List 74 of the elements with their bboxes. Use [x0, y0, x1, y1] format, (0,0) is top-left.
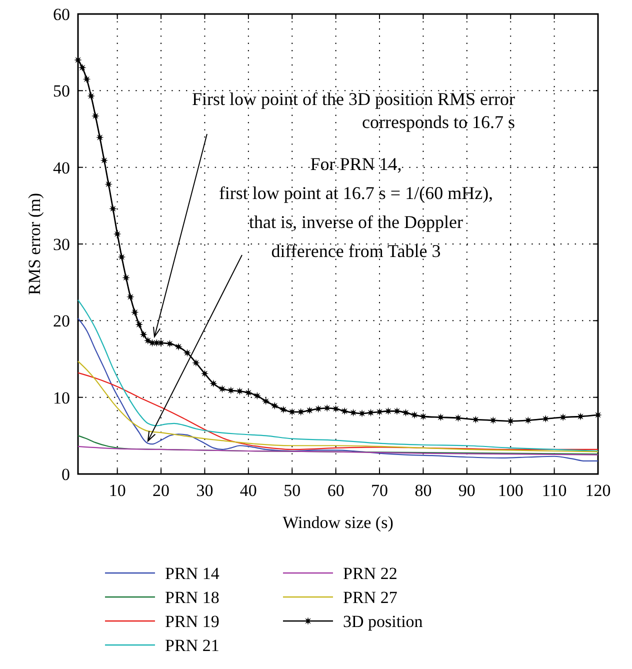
line-series	[77, 318, 599, 462]
point	[118, 253, 126, 262]
point	[91, 112, 100, 120]
y-tick-label: 30	[53, 235, 70, 254]
x-tick-label: 40	[240, 481, 257, 500]
x-tick-label: 30	[196, 481, 214, 500]
point	[262, 397, 270, 406]
line-series	[77, 446, 599, 456]
x-tick-label: 10	[108, 481, 126, 500]
point	[454, 414, 462, 422]
point	[226, 386, 235, 394]
point	[279, 406, 288, 414]
point	[306, 406, 314, 414]
x-axis-title: Window size (s)	[282, 513, 394, 532]
point	[82, 75, 91, 84]
point	[270, 402, 279, 410]
point	[349, 408, 358, 417]
legend-label: PRN 27	[343, 588, 398, 607]
y-tick-label: 60	[53, 5, 70, 24]
point	[130, 308, 139, 316]
point	[332, 404, 340, 413]
point	[218, 384, 226, 393]
point	[74, 56, 82, 64]
point	[96, 133, 104, 142]
x-tick-label: 20	[152, 481, 170, 500]
legend-label: PRN 22	[343, 564, 398, 583]
y-tick-label: 10	[53, 388, 70, 408]
y-tick-label: 50	[53, 82, 70, 101]
legend-label: PRN 18	[165, 588, 220, 607]
point	[122, 274, 130, 282]
legend-label: PRN 14	[165, 564, 220, 583]
y-tick-label: 20	[53, 312, 70, 331]
x-tick-label: 50	[284, 481, 301, 500]
x-tick-label: 80	[414, 481, 432, 500]
legend-label: PRN 19	[165, 612, 220, 631]
point	[192, 358, 200, 367]
point	[108, 204, 117, 213]
point	[410, 410, 418, 419]
x-tick-label: 60	[327, 481, 344, 500]
point	[209, 380, 218, 388]
point	[314, 404, 322, 413]
line-series	[77, 299, 599, 452]
point	[340, 407, 349, 416]
annotation: For PRN 14, first low point at 16.7 s = 1/(60 mHz), that is, inverse of the Doppler difference from Table 3	[218, 154, 494, 261]
x-tick-label: 90	[458, 481, 476, 500]
point	[140, 330, 148, 338]
point	[144, 336, 152, 345]
point	[183, 348, 192, 357]
x-tick-label: 70	[371, 481, 388, 500]
point	[113, 230, 122, 238]
point	[174, 342, 183, 351]
legend-label: PRN 21	[165, 636, 220, 655]
legend-label: 3D position	[343, 612, 424, 631]
point	[78, 64, 86, 72]
point	[87, 92, 96, 100]
annotation: First low point of the 3D position RMS error corresponds to 16.7 s	[192, 89, 516, 132]
x-tick-label: 100	[498, 481, 524, 500]
point	[135, 320, 144, 328]
point	[104, 180, 113, 188]
point	[100, 156, 108, 164]
point	[253, 392, 262, 400]
y-axis-title: RMS error (m)	[25, 193, 44, 295]
point	[200, 370, 209, 378]
y-tick-label: 40	[53, 158, 70, 178]
point	[244, 388, 252, 397]
point	[576, 412, 585, 420]
x-tick-label: 120	[585, 481, 611, 500]
point	[376, 408, 384, 416]
y-tick-label: 0	[62, 465, 70, 484]
point	[402, 408, 410, 417]
point	[126, 292, 134, 301]
point	[524, 416, 532, 424]
x-tick-label: 110	[542, 481, 567, 500]
point	[366, 408, 375, 417]
